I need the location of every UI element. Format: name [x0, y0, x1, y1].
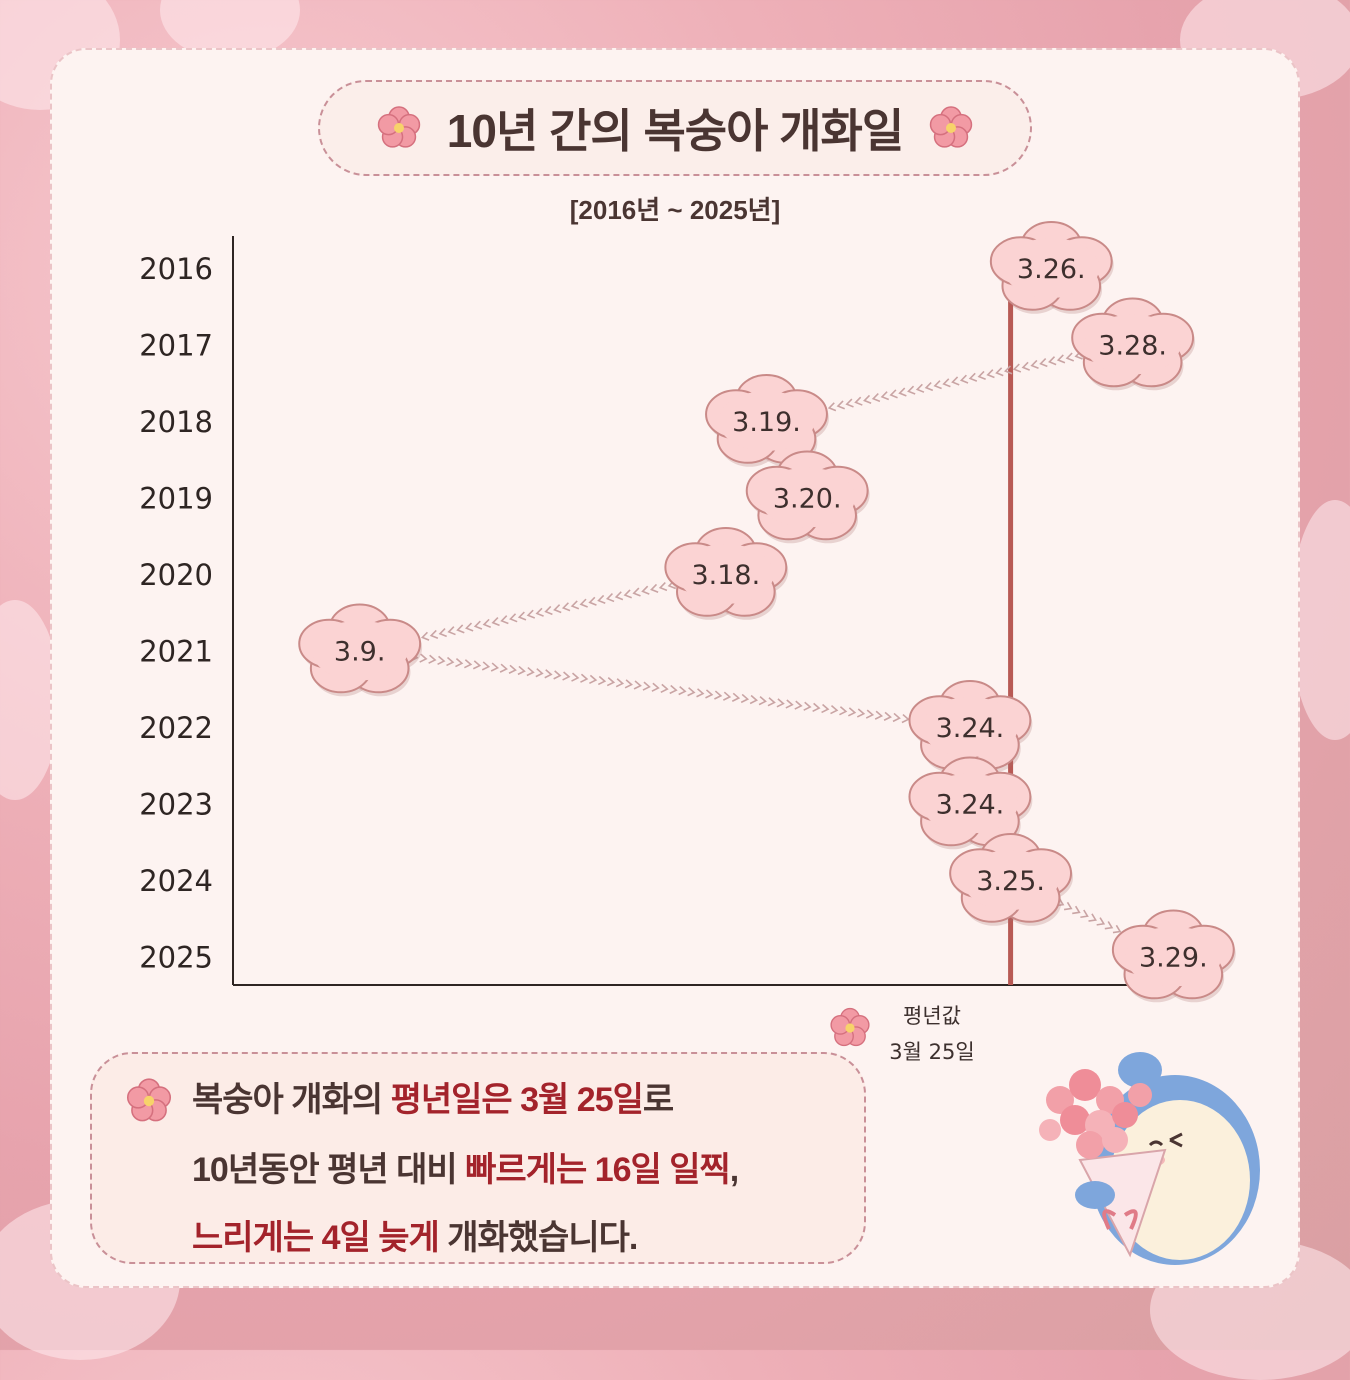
- bloom-point: 3.19.: [705, 374, 829, 467]
- blossom-icon: [377, 106, 421, 148]
- bloom-date-label: 3.26.: [1017, 254, 1086, 285]
- bloom-date-label: 3.29.: [1139, 943, 1208, 974]
- year-label: 2022: [139, 711, 213, 745]
- average-label: 평년값 3월 25일: [872, 998, 992, 1070]
- blossom-icon: [929, 106, 973, 148]
- year-label: 2017: [139, 329, 213, 363]
- summary-text: 로: [642, 1081, 674, 1119]
- bloom-date-label: 3.18.: [691, 560, 760, 591]
- chart-title: 10년 간의 복숭아 개화일: [446, 105, 904, 157]
- bloom-point: 3.18.: [664, 527, 789, 620]
- year-label: 2025: [139, 941, 213, 975]
- bloom-date-chart: 2016 2017 2018 2019 2020 2021 2022 2023 2024 2025…: [139, 221, 1236, 1003]
- year-label: 2023: [139, 788, 213, 822]
- bloom-point: 3.9.: [298, 603, 423, 697]
- bloom-date-label: 3.25.: [976, 866, 1045, 897]
- bloom-date-label: 3.9.: [334, 637, 386, 668]
- bloom-point: 3.24.: [908, 756, 1033, 850]
- bloom-points: 3.26. 3.28. 3.19. 3.20. 3.18. 3.9. 3.24. 3.24. 3…: [298, 221, 1236, 1003]
- chart-subtitle: [2016년 ~ 2025년]: [569, 195, 781, 225]
- connector-arrow: [410, 652, 910, 724]
- bloom-point: 3.26.: [989, 221, 1114, 314]
- mascot-illustration: [1039, 1052, 1260, 1265]
- summary-line-2: 10년동안 평년 대비 빠르게는 16일 일찍,: [192, 1142, 740, 1191]
- bloom-point: 3.24.: [908, 680, 1033, 773]
- year-label: 2024: [139, 864, 213, 898]
- bloom-date-label: 3.20.: [773, 484, 842, 515]
- average-label-value: 3월 25일: [889, 1040, 975, 1064]
- bouquet-flowers: [1039, 1069, 1152, 1159]
- connector-arrow: [420, 580, 677, 641]
- connector-arrow: [827, 350, 1083, 412]
- bloom-point: 3.25.: [949, 833, 1074, 926]
- summary-highlight: 빠르게는 16일 일찍: [465, 1151, 731, 1189]
- bloom-point: 3.29.: [1111, 909, 1236, 1003]
- year-label: 2016: [139, 252, 213, 286]
- average-label-title: 평년값: [903, 1004, 961, 1028]
- title-banner: 10년 간의 복숭아 개화일: [318, 80, 1032, 176]
- bloom-point: 3.20.: [745, 450, 870, 544]
- blossom-icon: [126, 1078, 172, 1122]
- summary-box: 복숭아 개화의 평년일은 3월 25일로 10년동안 평년 대비 빠르게는 16…: [90, 1052, 866, 1264]
- chart-axes: [232, 236, 1128, 986]
- year-label: 2021: [139, 635, 213, 669]
- year-label: 2018: [139, 405, 213, 439]
- connector-arrows: [410, 350, 1122, 934]
- summary-highlight: 느리게는 4일 늦게: [192, 1219, 440, 1257]
- year-labels: 2016 2017 2018 2019 2020 2021 2022 2023 2024 2025: [139, 252, 213, 975]
- blossom-icon: [830, 1007, 870, 1047]
- connector-arrow: [1055, 898, 1122, 934]
- bloom-date-label: 3.24.: [936, 790, 1005, 821]
- summary-text: ,: [729, 1151, 740, 1189]
- summary-text: 복숭아 개화의: [192, 1081, 391, 1119]
- summary-highlight: 평년일은 3월 25일: [390, 1081, 644, 1119]
- bloom-point: 3.28.: [1071, 297, 1196, 391]
- summary-text: 10년동안 평년 대비: [192, 1151, 466, 1189]
- bloom-date-label: 3.19.: [732, 407, 801, 438]
- year-label: 2019: [139, 482, 213, 516]
- bloom-date-label: 3.28.: [1098, 331, 1167, 362]
- summary-text: 개화했습니다.: [438, 1219, 638, 1257]
- year-label: 2020: [139, 558, 213, 592]
- bloom-date-label: 3.24.: [936, 713, 1005, 744]
- summary-line-3: 느리게는 4일 늦게 개화했습니다.: [192, 1210, 638, 1259]
- summary-line-1: 복숭아 개화의 평년일은 3월 25일로: [192, 1072, 674, 1121]
